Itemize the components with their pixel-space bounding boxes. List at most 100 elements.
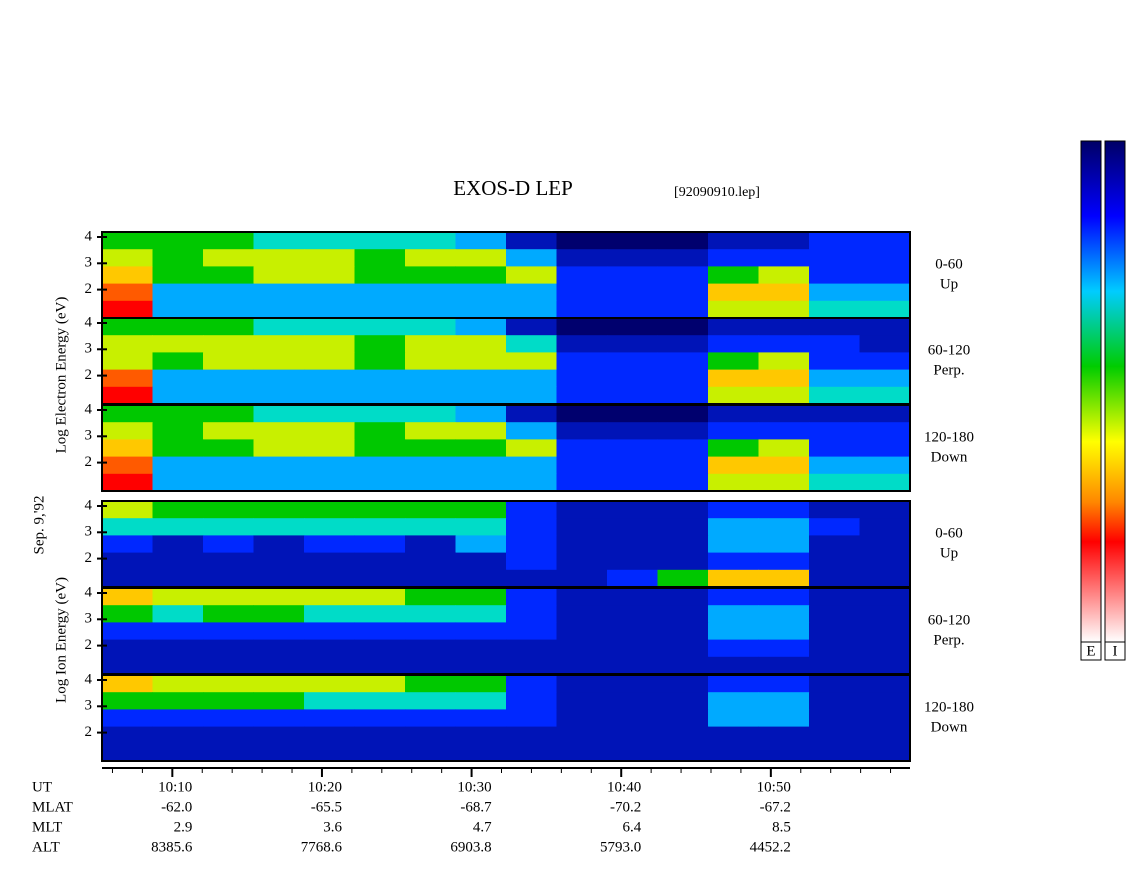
spectrogram-cell bbox=[758, 709, 810, 728]
spectrogram-cell bbox=[253, 405, 305, 423]
spectrogram-cell bbox=[455, 675, 507, 693]
ephemeris-value: 6903.8 bbox=[450, 839, 491, 855]
spectrogram-cell bbox=[102, 405, 153, 423]
spectrogram-cell bbox=[203, 300, 254, 319]
spectrogram-cell bbox=[657, 692, 709, 710]
spectrogram-cell bbox=[758, 266, 810, 285]
spectrogram-cell bbox=[708, 232, 759, 250]
spectrogram-cell bbox=[354, 318, 406, 336]
spectrogram-cell bbox=[405, 622, 456, 641]
spectrogram-cell bbox=[354, 249, 406, 267]
spectrogram-cell bbox=[304, 639, 355, 658]
spectrogram-cell bbox=[607, 743, 658, 762]
spectrogram-cell bbox=[607, 456, 658, 475]
spectrogram-cell bbox=[253, 249, 305, 267]
y-tick-label: 4 bbox=[85, 671, 93, 687]
spectrogram-cell bbox=[607, 439, 658, 458]
panel-label: Up bbox=[940, 545, 958, 561]
spectrogram-cell bbox=[354, 405, 406, 423]
spectrogram-cell bbox=[455, 473, 507, 492]
spectrogram-cell bbox=[506, 709, 557, 728]
spectrogram-cell bbox=[506, 352, 557, 371]
spectrogram-cell bbox=[152, 588, 204, 606]
spectrogram-cell bbox=[758, 501, 810, 519]
y-tick-label: 4 bbox=[85, 314, 93, 330]
spectrogram-cell bbox=[102, 743, 153, 762]
spectrogram-cell bbox=[859, 422, 911, 440]
spectrogram-cell bbox=[506, 675, 557, 693]
chart-subtitle: [92090910.lep] bbox=[674, 185, 760, 200]
spectrogram-cell bbox=[758, 318, 810, 336]
spectrogram-cell bbox=[506, 456, 557, 475]
spectrogram-cell bbox=[607, 692, 658, 710]
spectrogram-cell bbox=[152, 386, 204, 405]
spectrogram-cell bbox=[152, 692, 204, 710]
spectrogram-cell bbox=[809, 473, 860, 492]
spectrogram-cell bbox=[102, 386, 153, 405]
spectrogram-cell bbox=[354, 743, 406, 762]
spectrogram-cell bbox=[203, 656, 254, 675]
spectrogram-cell bbox=[809, 535, 860, 554]
spectrogram-cell bbox=[506, 535, 557, 554]
spectrogram-cell bbox=[657, 726, 709, 745]
spectrogram-cell bbox=[708, 456, 759, 475]
spectrogram-cell bbox=[455, 743, 507, 762]
spectrogram-cell bbox=[203, 352, 254, 371]
spectrogram-cell bbox=[809, 369, 860, 388]
x-tick-label: 10:10 bbox=[158, 779, 192, 795]
spectrogram-cell bbox=[506, 266, 557, 285]
spectrogram-cell bbox=[455, 656, 507, 675]
y-tick-label: 2 bbox=[85, 281, 93, 297]
spectrogram-cell bbox=[859, 569, 911, 588]
spectrogram-cell bbox=[708, 335, 759, 353]
spectrogram-cell bbox=[506, 501, 557, 519]
spectrogram-cell bbox=[556, 249, 608, 267]
panel-label: 120-180 bbox=[924, 699, 974, 715]
spectrogram-cell bbox=[859, 266, 911, 285]
spectrogram-cell bbox=[102, 352, 153, 371]
spectrogram-cell bbox=[506, 588, 557, 606]
spectrogram-cell bbox=[809, 386, 860, 405]
spectrogram-cell bbox=[556, 656, 608, 675]
spectrogram-cell bbox=[708, 501, 759, 519]
spectrogram-cell bbox=[708, 422, 759, 440]
spectrogram-cell bbox=[758, 692, 810, 710]
spectrogram-cell bbox=[152, 639, 204, 658]
spectrogram-cell bbox=[607, 335, 658, 353]
spectrogram-cell bbox=[253, 283, 305, 302]
spectrogram-cell bbox=[354, 518, 406, 536]
spectrogram-cell bbox=[859, 622, 911, 641]
spectrogram-cell bbox=[455, 456, 507, 475]
spectrogram-cell bbox=[556, 473, 608, 492]
spectrogram-cell bbox=[354, 456, 406, 475]
spectrogram-cell bbox=[657, 386, 709, 405]
spectrogram-cell bbox=[253, 656, 305, 675]
spectrogram-cell bbox=[657, 501, 709, 519]
spectrogram-cell bbox=[556, 639, 608, 658]
spectrogram-cell bbox=[455, 386, 507, 405]
spectrogram-cell bbox=[758, 422, 810, 440]
spectrogram-cell bbox=[304, 232, 355, 250]
spectrogram-cell bbox=[354, 588, 406, 606]
spectrogram-cell bbox=[405, 266, 456, 285]
spectrogram-cell bbox=[152, 300, 204, 319]
spectrogram-cell bbox=[859, 352, 911, 371]
spectrogram-cell bbox=[203, 369, 254, 388]
spectrogram-cell bbox=[455, 405, 507, 423]
spectrogram-cell bbox=[152, 726, 204, 745]
spectrogram-cell bbox=[758, 439, 810, 458]
spectrogram-cell bbox=[657, 300, 709, 319]
spectrogram-cell bbox=[556, 352, 608, 371]
panel-label: 60-120 bbox=[928, 342, 971, 358]
spectrogram-cell bbox=[405, 692, 456, 710]
spectrogram-cell bbox=[455, 352, 507, 371]
spectrogram-cell bbox=[556, 726, 608, 745]
spectrogram-cell bbox=[354, 709, 406, 728]
spectrogram-cell bbox=[859, 439, 911, 458]
spectrogram-cell bbox=[253, 675, 305, 693]
spectrogram-cell bbox=[304, 605, 355, 623]
spectrogram-cell bbox=[859, 588, 911, 606]
spectrogram-cell bbox=[455, 692, 507, 710]
spectrogram-cell bbox=[405, 535, 456, 554]
spectrogram-cell bbox=[405, 743, 456, 762]
